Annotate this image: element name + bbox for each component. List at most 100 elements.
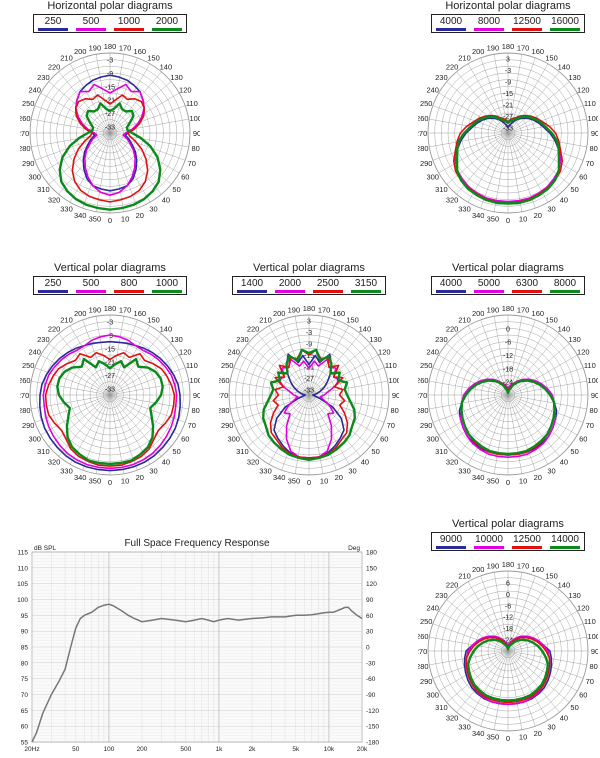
legend-swatch bbox=[152, 290, 182, 293]
angle-label: 50 bbox=[570, 703, 578, 712]
polar-plot: 190 180 170 1601501401301201101009080706050… bbox=[418, 42, 598, 225]
angle-label: 110 bbox=[584, 361, 596, 370]
radial-label: -15 bbox=[503, 91, 513, 98]
legend-swatch bbox=[512, 28, 542, 31]
angle-label: 60 bbox=[380, 435, 388, 444]
grid-spoke bbox=[480, 319, 509, 396]
angle-label: 190 bbox=[487, 561, 500, 570]
angle-label: 30 bbox=[547, 466, 555, 475]
grid-spoke bbox=[456, 650, 509, 713]
radial-label: 3 bbox=[506, 57, 510, 64]
radial-label: -21 bbox=[105, 360, 115, 367]
radial-label: -3 bbox=[505, 68, 511, 75]
angle-label: 0 bbox=[108, 216, 112, 225]
angle-label: 0 bbox=[108, 478, 112, 487]
angle-label: 240 bbox=[426, 604, 439, 613]
angle-label: 70 bbox=[586, 677, 594, 686]
fr-ytick-left: 70 bbox=[21, 692, 29, 699]
grid-spoke bbox=[40, 132, 111, 174]
angle-label: 170 bbox=[517, 561, 530, 570]
grid-spoke bbox=[109, 343, 172, 396]
grid-spoke bbox=[507, 105, 584, 134]
grid-spoke bbox=[308, 394, 371, 447]
fr-ytick-right: 120 bbox=[366, 581, 377, 588]
grid-spoke bbox=[507, 316, 523, 396]
grid-spoke bbox=[507, 132, 536, 209]
polar-series-2000 bbox=[58, 102, 162, 211]
angle-label: 270 bbox=[418, 129, 427, 138]
angle-label: 70 bbox=[188, 159, 196, 168]
angle-label: 60 bbox=[579, 435, 587, 444]
polar-legend: 250 500 1000 2000 bbox=[33, 14, 187, 33]
legend-label: 6300 bbox=[515, 278, 539, 289]
polar-series-500 bbox=[75, 83, 145, 196]
angle-label: 290 bbox=[221, 421, 234, 430]
grid-spoke bbox=[507, 333, 560, 396]
angle-label: 130 bbox=[568, 591, 581, 600]
angle-label: 10 bbox=[320, 477, 328, 486]
grid-spoke bbox=[429, 636, 509, 652]
angle-label: 250 bbox=[420, 361, 433, 370]
polar-series-10000 bbox=[465, 635, 551, 706]
angle-label: 200 bbox=[472, 565, 485, 574]
angle-label: 250 bbox=[22, 99, 35, 108]
legend-swatch bbox=[38, 28, 68, 31]
grid-spoke bbox=[308, 343, 371, 396]
fr-xtick: 20Hz bbox=[24, 746, 39, 753]
grid-spoke bbox=[308, 394, 361, 457]
legend-label: 14000 bbox=[551, 534, 579, 545]
angle-label: 320 bbox=[446, 196, 459, 205]
grid-spoke bbox=[48, 394, 111, 447]
grid-spoke bbox=[109, 71, 162, 134]
grid-spoke bbox=[507, 394, 587, 410]
grid-spoke bbox=[438, 610, 509, 652]
angle-label: 80 bbox=[391, 406, 399, 415]
legend-swatch bbox=[114, 28, 144, 31]
angle-label: 110 bbox=[584, 99, 596, 108]
legend-label: 10000 bbox=[475, 534, 503, 545]
polar-panel-horizontal-high: Horizontal polar diagrams 4000 8000 12500 16… bbox=[418, 0, 598, 240]
polar-panel-vertical-high: Vertical polar diagrams 4000 5000 6300 8000 1… bbox=[418, 262, 598, 502]
angle-label: 340 bbox=[74, 211, 87, 220]
angle-label: 230 bbox=[37, 73, 50, 82]
radial-label: -6 bbox=[505, 340, 511, 347]
angle-label: 200 bbox=[273, 309, 286, 318]
angle-label: 190 bbox=[288, 305, 301, 314]
radial-label: -3 bbox=[107, 320, 113, 327]
grid-spoke bbox=[432, 132, 509, 161]
angle-label: 240 bbox=[28, 86, 41, 95]
angle-label: 270 bbox=[20, 391, 29, 400]
angle-label: 220 bbox=[446, 324, 459, 333]
radial-label: -21 bbox=[503, 102, 513, 109]
angle-label: 280 bbox=[20, 144, 31, 153]
angle-label: 50 bbox=[172, 185, 180, 194]
grid-spoke bbox=[308, 333, 361, 396]
angle-label: 200 bbox=[472, 309, 485, 318]
fr-ylabel-right: Deg bbox=[348, 545, 360, 552]
angle-label: 180 bbox=[502, 304, 515, 313]
grid-spoke bbox=[109, 325, 151, 396]
angle-label: 260 bbox=[20, 114, 31, 123]
angle-label: 230 bbox=[435, 73, 448, 82]
angle-label: 150 bbox=[147, 316, 160, 325]
angle-label: 180 bbox=[104, 304, 117, 313]
angle-label: 340 bbox=[273, 473, 286, 482]
angle-label: 110 bbox=[385, 361, 397, 370]
angle-label: 0 bbox=[506, 478, 510, 487]
angle-label: 90 bbox=[591, 647, 598, 656]
legend-swatch bbox=[237, 290, 267, 293]
grid-spoke bbox=[507, 132, 570, 185]
polar-title: Vertical polar diagrams bbox=[452, 262, 564, 274]
radial-label: -15 bbox=[304, 353, 314, 360]
radial-label: -27 bbox=[503, 114, 513, 121]
angle-label: 240 bbox=[28, 348, 41, 357]
angle-label: 300 bbox=[426, 173, 439, 182]
angle-label: 10 bbox=[519, 477, 527, 486]
grid-spoke bbox=[40, 394, 111, 436]
fr-ytick-left: 110 bbox=[18, 565, 29, 572]
grid-spoke bbox=[507, 132, 523, 212]
angle-label: 40 bbox=[361, 458, 369, 467]
angle-label: 250 bbox=[420, 617, 433, 626]
grid-spoke bbox=[247, 394, 310, 447]
fr-ytick-right: -120 bbox=[366, 708, 379, 715]
